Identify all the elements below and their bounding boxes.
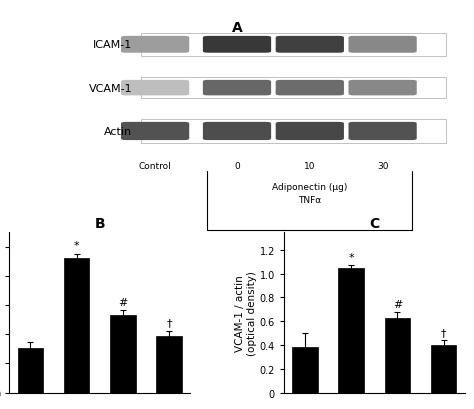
FancyBboxPatch shape [121, 81, 189, 96]
Bar [338, 269, 364, 393]
Bar [18, 348, 43, 393]
FancyBboxPatch shape [121, 123, 189, 141]
Bar [110, 315, 136, 393]
Text: 10: 10 [304, 162, 316, 171]
Bar [141, 78, 447, 99]
Text: Control: Control [139, 162, 172, 171]
Bar [141, 34, 447, 56]
Title: C: C [369, 216, 379, 230]
Text: †: † [441, 328, 447, 337]
Bar [292, 348, 318, 393]
Bar [141, 120, 447, 144]
Title: B: B [94, 216, 105, 230]
Bar [156, 337, 182, 393]
FancyBboxPatch shape [203, 81, 271, 96]
Text: Adiponectin (μg): Adiponectin (μg) [272, 183, 347, 192]
Text: Actin: Actin [104, 127, 132, 137]
FancyBboxPatch shape [348, 81, 417, 96]
Bar [384, 319, 410, 393]
Text: *: * [74, 241, 80, 251]
FancyBboxPatch shape [276, 123, 344, 141]
Text: †: † [166, 317, 172, 327]
Text: A: A [232, 21, 242, 35]
FancyBboxPatch shape [276, 81, 344, 96]
FancyBboxPatch shape [203, 37, 271, 54]
Y-axis label: VCAM-1 / actin
(optical density): VCAM-1 / actin (optical density) [235, 270, 257, 355]
Text: 0: 0 [234, 162, 240, 171]
Bar [64, 258, 90, 393]
Text: 30: 30 [377, 162, 388, 171]
Text: #: # [392, 300, 402, 310]
FancyBboxPatch shape [276, 37, 344, 54]
Text: *: * [348, 252, 354, 262]
FancyBboxPatch shape [203, 123, 271, 141]
FancyBboxPatch shape [348, 123, 417, 141]
Text: #: # [118, 297, 128, 307]
Text: VCAM-1: VCAM-1 [89, 83, 132, 93]
Bar [431, 345, 456, 393]
Text: TNFα: TNFα [298, 196, 321, 204]
FancyBboxPatch shape [348, 37, 417, 54]
Text: ICAM-1: ICAM-1 [93, 40, 132, 50]
FancyBboxPatch shape [121, 37, 189, 54]
